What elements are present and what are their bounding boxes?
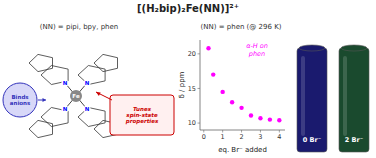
title: [(H₂bip)₂Fe(NN)]²⁺ — [137, 3, 239, 14]
axes: 0 1 2 3 4 10 15 20 — [188, 40, 285, 141]
vial-top — [299, 45, 325, 51]
chart-root: [(H₂bip)₂Fe(NN)]²⁺ (NN) = pipi, bpy, phen… — [0, 0, 376, 158]
x-tick-label: 1 — [221, 133, 225, 141]
vial-label: 0 Br⁻ — [303, 136, 321, 144]
atom-label: N — [63, 106, 68, 112]
atom-bg — [61, 105, 68, 112]
scatter-point — [206, 46, 210, 50]
annotation: Bindsanions — [10, 94, 31, 106]
ring — [78, 66, 105, 85]
atom-label: N — [85, 80, 90, 86]
ring — [94, 54, 118, 71]
subtitle: (NN) = phen (@ 296 K) — [201, 23, 282, 31]
y-tick — [198, 53, 201, 54]
y-axis-label: δ / ppm — [178, 71, 186, 98]
vial-body — [339, 48, 369, 152]
scatter-point — [277, 118, 281, 122]
atom-bg — [61, 79, 68, 86]
structure — [3, 54, 174, 137]
scatter-point — [258, 116, 262, 120]
scatter-point — [268, 117, 272, 121]
vial-body — [297, 48, 327, 152]
vial-highlight — [343, 56, 347, 136]
y-tick-label: 10 — [188, 119, 196, 127]
atom-bg — [83, 105, 90, 112]
x-axis-line — [200, 130, 285, 131]
vial-top — [341, 45, 367, 51]
subtitle: (NN) = pipi, bpy, phen — [40, 23, 119, 31]
anion-circle — [3, 83, 37, 117]
x-tick-label: 2 — [239, 133, 243, 141]
y-tick-label: 20 — [188, 50, 196, 58]
x-axis-label: eq. Br⁻ added — [218, 146, 267, 154]
scatter-point — [220, 90, 224, 94]
annotation: Tunesspin-stateproperties — [125, 106, 159, 126]
y-tick — [198, 88, 201, 89]
vial-label: 2 Br⁻ — [345, 136, 363, 144]
vial — [339, 45, 369, 152]
scatter-point — [239, 106, 243, 110]
x-tick-label: 0 — [202, 133, 206, 141]
annotation: α-H onphen — [246, 42, 268, 57]
spin-box — [110, 95, 174, 135]
atom-label: N — [63, 80, 68, 86]
x-tick-label: 4 — [277, 133, 281, 141]
y-axis-line — [200, 40, 201, 130]
ring — [29, 54, 53, 71]
y-tick — [198, 123, 201, 124]
y-tick-label: 15 — [188, 85, 196, 93]
marks — [206, 46, 281, 122]
atom-bg — [83, 79, 90, 86]
arrow — [96, 92, 112, 100]
arrowhead — [43, 98, 47, 102]
x-tick-label: 3 — [258, 133, 262, 141]
atom-label: N — [85, 106, 90, 112]
atom-label: Fe — [72, 93, 80, 99]
ring — [29, 120, 53, 137]
scatter-point — [249, 113, 253, 117]
vial-highlight — [301, 56, 305, 136]
scatter-point — [211, 72, 215, 76]
arrowhead — [96, 92, 101, 96]
vial — [297, 45, 327, 152]
fe-atom — [70, 90, 82, 102]
ring — [78, 108, 105, 127]
scatter-point — [230, 100, 234, 104]
